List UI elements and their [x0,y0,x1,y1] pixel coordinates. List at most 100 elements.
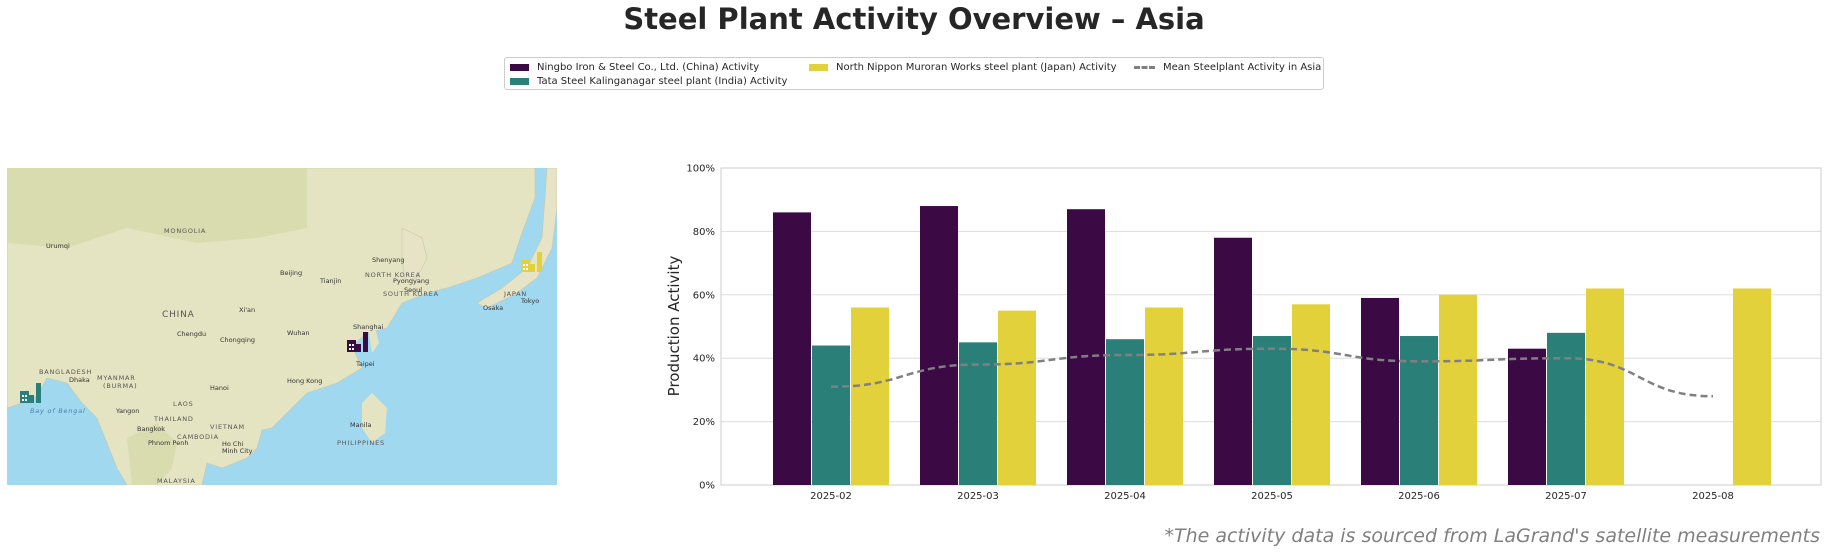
y-tick-label: 60% [693,290,715,301]
x-tick-label: 2025-03 [957,491,999,502]
map-city-ho-chi-minh: Ho Chi [222,440,244,448]
map-city-phnom-penh: Phnom Penh [148,439,188,447]
map-city-osaka: Osaka [483,304,503,312]
bar [998,310,1036,485]
map-land-taiwan [369,328,379,353]
map-city-tianjin: Tianjin [319,277,341,285]
bar [1508,348,1546,485]
map-city-bangkok: Bangkok [137,425,165,433]
bar [1400,336,1438,485]
y-tick-label: 100% [686,164,715,175]
bar [1361,297,1399,485]
map-city-taipei: Taipei [355,360,375,368]
map-label-laos: LAOS [173,400,194,408]
map-city-seoul: Seoul [404,286,422,294]
map-city-urumqi: Urumqi [46,242,70,250]
map-label-burma: (BURMA) [103,382,137,390]
bar [1214,237,1252,485]
map-label-mongolia: MONGOLIA [164,227,206,235]
bar [1292,304,1330,485]
bar [851,307,889,485]
legend-label-tata: Tata Steel Kalinganagar steel plant (Ind… [537,75,788,87]
chart-title: Steel Plant Activity Overview – Asia [623,2,1205,36]
map-label-bangladesh: BANGLADESH [39,368,92,376]
x-tick-label: 2025-04 [1104,491,1146,502]
map-land-philippines [362,393,387,443]
x-tick-label: 2025-02 [810,491,852,502]
map-land-north [7,168,307,248]
bar [773,212,811,485]
factory-icon-nippon [521,252,542,272]
map-city-chengdu: Chengdu [177,330,206,338]
legend-swatch-nippon [809,63,828,71]
map-city-tokyo: Tokyo [520,297,539,305]
y-tick-label: 40% [693,354,715,365]
bar [1253,336,1291,485]
legend-item-mean: Mean Steelplant Activity in Asia [1134,60,1321,74]
bars-layer [773,206,1771,486]
bar [1067,209,1105,485]
bar [812,345,850,485]
map-city-hong-kong: Hong Kong [287,377,322,385]
map-label-vietnam: VIETNAM [210,423,245,431]
legend-swatch-mean [1134,65,1155,69]
x-tick-labels: 2025-02 2025-03 2025-04 2025-05 2025-06 2025-… [810,491,1734,502]
legend-label-ningbo: Ningbo Iron & Steel Co., Ltd. (China) Ac… [537,61,760,73]
mean-line-layer [830,347,1714,398]
factory-icon-ningbo [347,332,368,352]
map-city-wuhan: Wuhan [287,329,310,337]
x-tick-label: 2025-05 [1251,491,1293,502]
map-label-malaysia: MALAYSIA [157,477,196,485]
map-city-shenyang: Shenyang [372,256,404,264]
y-tick-label: 80% [693,227,715,238]
map-label-north-korea: NORTH KOREA [365,271,421,279]
map-city-yangon: Yangon [115,407,139,415]
map-label-japan: JAPAN [503,290,527,298]
map-label-thailand: THAILAND [153,415,194,423]
asia-map: MONGOLIA CHINA NORTH KOREA SOUTH KOREA J… [7,168,557,485]
legend-swatch-ningbo [510,63,529,71]
map-label-south-korea: SOUTH KOREA [383,290,439,298]
map-label-philippines: PHILIPPINES [337,439,385,447]
bar [959,342,997,485]
legend-swatch-tata [510,77,529,85]
map-label-china: CHINA [162,310,195,320]
bar [1439,294,1477,485]
x-tick-label: 2025-07 [1545,491,1587,502]
bar [1106,339,1144,485]
legend-item-ningbo: Ningbo Iron & Steel Co., Ltd. (China) Ac… [510,60,759,74]
y-tick-label: 0% [699,481,715,492]
map-land-indochina [127,423,177,485]
map-canvas: MONGOLIA CHINA NORTH KOREA SOUTH KOREA J… [7,168,557,485]
bar [1733,288,1771,485]
map-city-chongqing: Chongqing [220,336,255,344]
source-note: *The activity data is sourced from LaGra… [1164,525,1820,547]
y-tick-label: 20% [693,417,715,428]
map-city-manila: Manila [350,421,371,429]
factory-icon-tata [20,383,41,403]
y-axis-label: Production Activity [665,256,683,397]
x-tick-label: 2025-06 [1398,491,1440,502]
map-land-japan [476,168,557,309]
map-label-cambodia: CAMBODIA [177,433,219,441]
map-city-xian: Xi'an [239,306,255,314]
y-tick-labels: 0% 20% 40% 60% 80% 100% [686,164,715,492]
map-city-beijing: Beijing [280,269,302,277]
bar [1586,288,1624,485]
legend-label-nippon: North Nippon Muroran Works steel plant (… [836,61,1117,73]
map-city-dhaka: Dhaka [69,376,90,384]
bar [1145,307,1183,485]
legend: Ningbo Iron & Steel Co., Ltd. (China) Ac… [504,57,1324,90]
map-label-bay-of-bengal: Bay of Bengal [30,407,86,415]
map-label-myanmar: MYANMAR [97,374,136,382]
bar [920,206,958,486]
map-city-hanoi: Hanoi [210,384,229,392]
legend-item-nippon: North Nippon Muroran Works steel plant (… [809,60,1117,74]
bar [1547,332,1585,485]
legend-label-mean: Mean Steelplant Activity in Asia [1163,61,1322,73]
legend-item-tata: Tata Steel Kalinganagar steel plant (Ind… [510,74,787,88]
x-tick-label: 2025-08 [1692,491,1734,502]
map-city-shanghai: Shanghai [353,323,384,331]
mean-activity-line [830,347,1714,398]
